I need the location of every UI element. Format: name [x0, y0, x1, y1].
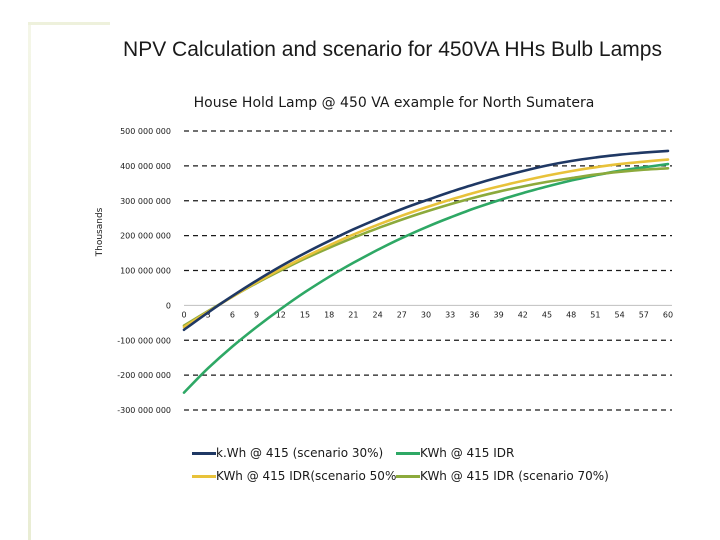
y-tick-label: 300 000 000: [120, 197, 171, 206]
y-tick-label: 0: [166, 301, 171, 310]
x-tick-label: 18: [324, 310, 334, 319]
legend-label: KWh @ 415 IDR(scenario 50%: [216, 469, 397, 483]
x-tick-label: 21: [348, 310, 358, 319]
legend-swatch: [192, 452, 216, 455]
x-tick-label: 24: [373, 310, 383, 319]
legend-entry-scenario-70: KWh @ 415 IDR (scenario 70%): [396, 469, 609, 483]
x-tick-label: 45: [542, 310, 552, 319]
slide-title: NPV Calculation and scenario for 450VA H…: [123, 38, 662, 61]
x-tick-label: 36: [469, 310, 479, 319]
series-line-1: [182, 162, 670, 394]
y-tick-label: 200 000 000: [120, 232, 171, 241]
y-tick-label: 500 000 000: [120, 127, 171, 136]
y-tick-label: -200 000 000: [117, 371, 171, 380]
x-tick-label: 9: [254, 310, 259, 319]
x-tick-label: 15: [300, 310, 310, 319]
slide-top-accent-rule: [28, 22, 110, 25]
x-tick-label: 57: [639, 310, 649, 319]
y-tick-label: 100 000 000: [120, 267, 171, 276]
series-lines: [182, 149, 670, 394]
legend-entry-idr: KWh @ 415 IDR: [396, 446, 514, 460]
x-tick-label: 0: [181, 310, 186, 319]
legend-swatch: [396, 452, 420, 455]
y-tick-label: -300 000 000: [117, 406, 171, 415]
x-tick-label: 27: [397, 310, 407, 319]
x-tick-label: 12: [276, 310, 286, 319]
x-tick-label: 60: [663, 310, 673, 319]
chart-title: House Hold Lamp @ 450 VA example for Nor…: [194, 95, 595, 111]
x-tick-label: 3: [206, 310, 211, 319]
x-tick-label: 42: [518, 310, 528, 319]
slide-left-accent-bar: [28, 22, 31, 540]
y-tick-labels: 500 000 000 400 000 000 300 000 000 200 000…: [117, 127, 171, 415]
x-tick-label: 54: [615, 310, 625, 319]
gridlines: [184, 130, 672, 411]
series-line-3: [182, 167, 670, 327]
legend-swatch: [396, 475, 420, 478]
x-tick-label: 51: [590, 310, 600, 319]
y-tick-label: 400 000 000: [120, 162, 171, 171]
legend-swatch: [192, 475, 216, 478]
x-tick-label: 6: [230, 310, 235, 319]
y-axis-label: Thousands: [95, 207, 105, 257]
legend-entry-scenario-30: k.Wh @ 415 (scenario 30%): [192, 446, 383, 460]
x-tick-label: 33: [445, 310, 455, 319]
series-line-2: [182, 158, 670, 329]
legend-label: KWh @ 415 IDR: [420, 446, 515, 460]
x-tick-labels: 0 3 6 9 12 15 18 21 24 27 30 33 36 39 42 45 48 51 54 57 60: [181, 310, 673, 319]
y-tick-label: -100 000 000: [117, 336, 171, 345]
series-line-0: [182, 149, 670, 332]
x-tick-label: 30: [421, 310, 431, 319]
x-tick-label: 39: [494, 310, 504, 319]
legend-entry-scenario-50: KWh @ 415 IDR(scenario 50%: [192, 469, 396, 483]
legend-label: KWh @ 415 IDR (scenario 70%): [420, 469, 609, 483]
x-tick-label: 48: [566, 310, 576, 319]
legend-label: k.Wh @ 415 (scenario 30%): [216, 446, 384, 460]
